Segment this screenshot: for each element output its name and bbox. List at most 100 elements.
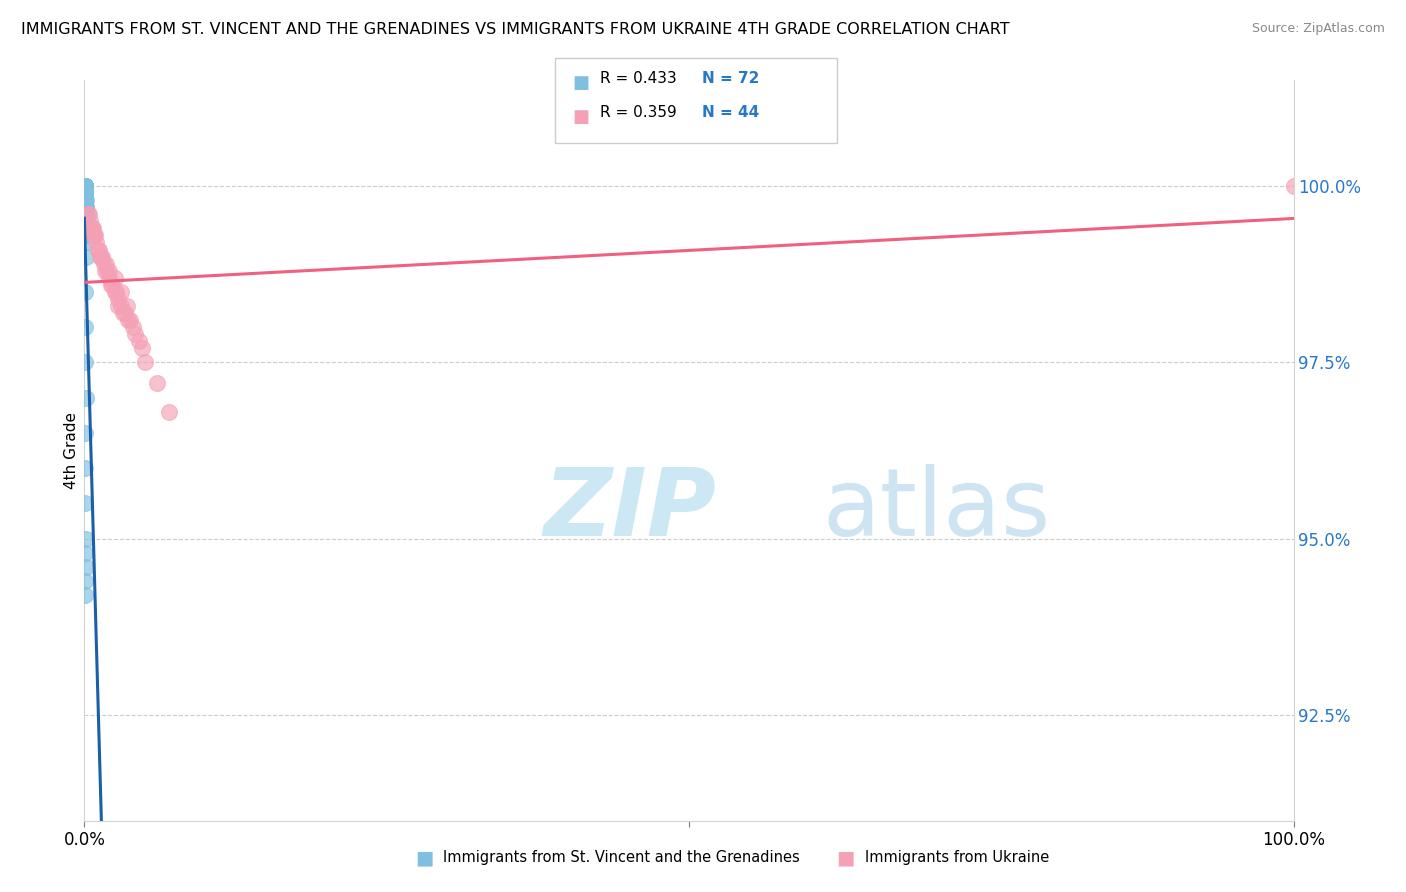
Point <box>75 186 97 200</box>
Point <box>75 221 97 235</box>
Point <box>90 250 112 264</box>
Point <box>75 193 97 207</box>
Point <box>73 179 96 194</box>
Point <box>121 320 143 334</box>
Point <box>104 285 127 299</box>
Point <box>83 228 105 243</box>
Point <box>75 320 97 334</box>
Point <box>75 207 97 221</box>
Point <box>75 235 97 250</box>
Point <box>96 263 118 277</box>
Point <box>75 214 97 228</box>
Point <box>93 257 115 271</box>
Point <box>73 193 96 207</box>
Point <box>75 186 97 200</box>
Point <box>75 200 97 214</box>
Text: R = 0.433: R = 0.433 <box>600 71 678 87</box>
Point <box>97 263 120 277</box>
Point <box>146 376 169 391</box>
Point <box>77 207 100 221</box>
Point <box>101 277 124 292</box>
Point <box>79 214 101 228</box>
Point <box>73 179 96 194</box>
Point <box>112 306 135 320</box>
Point <box>73 186 96 200</box>
Point <box>75 532 97 546</box>
Point <box>75 221 97 235</box>
Point <box>75 214 97 228</box>
Point <box>75 221 97 235</box>
Point <box>75 221 97 235</box>
Point <box>77 207 100 221</box>
Point <box>75 214 97 228</box>
Point <box>75 200 97 214</box>
Point <box>75 355 97 369</box>
Point <box>110 299 132 313</box>
Point <box>75 391 97 405</box>
Point <box>75 559 97 574</box>
Point <box>110 285 132 299</box>
Text: ZIP: ZIP <box>544 464 717 556</box>
Text: IMMIGRANTS FROM ST. VINCENT AND THE GRENADINES VS IMMIGRANTS FROM UKRAINE 4TH GR: IMMIGRANTS FROM ST. VINCENT AND THE GREN… <box>21 22 1010 37</box>
Point <box>86 243 108 257</box>
Point <box>75 228 97 243</box>
Point <box>75 200 97 214</box>
Point <box>115 299 138 313</box>
Point <box>73 207 96 221</box>
Point <box>75 193 97 207</box>
Point <box>104 270 127 285</box>
Point <box>75 207 97 221</box>
Text: Source: ZipAtlas.com: Source: ZipAtlas.com <box>1251 22 1385 36</box>
Point <box>75 193 97 207</box>
Point <box>75 221 97 235</box>
Point <box>75 200 97 214</box>
Point <box>80 221 103 235</box>
Point <box>97 270 120 285</box>
Point <box>1282 179 1305 194</box>
Point <box>73 546 96 560</box>
Text: R = 0.359: R = 0.359 <box>600 105 678 120</box>
Point <box>124 327 146 342</box>
Point <box>73 179 96 194</box>
Point <box>75 193 97 207</box>
Text: ■: ■ <box>572 74 589 92</box>
Text: atlas: atlas <box>823 464 1050 556</box>
Point <box>75 207 97 221</box>
Point <box>75 228 97 243</box>
Point <box>114 306 136 320</box>
Point <box>79 221 101 235</box>
Point <box>73 179 96 194</box>
Point <box>75 193 97 207</box>
Point <box>75 214 97 228</box>
Point <box>107 299 129 313</box>
Point <box>94 257 117 271</box>
Point <box>80 221 103 235</box>
Point <box>75 461 97 475</box>
Point <box>75 250 97 264</box>
Point <box>75 228 97 243</box>
Point <box>75 186 97 200</box>
Point <box>91 250 114 264</box>
Point <box>75 588 97 602</box>
Text: ■: ■ <box>837 848 855 867</box>
Point <box>131 341 153 355</box>
Point <box>94 263 117 277</box>
Point <box>75 200 97 214</box>
Y-axis label: 4th Grade: 4th Grade <box>63 412 79 489</box>
Point <box>75 214 97 228</box>
Text: N = 44: N = 44 <box>702 105 759 120</box>
Point <box>73 179 96 194</box>
Point <box>75 179 97 194</box>
Point <box>107 292 129 306</box>
Point <box>75 207 97 221</box>
Point <box>75 193 97 207</box>
Point <box>75 207 97 221</box>
Point <box>73 425 96 440</box>
Point <box>120 313 142 327</box>
Point <box>82 221 104 235</box>
Point <box>134 355 156 369</box>
Point <box>157 405 180 419</box>
Point <box>73 179 96 194</box>
Point <box>75 186 97 200</box>
Text: N = 72: N = 72 <box>702 71 759 87</box>
